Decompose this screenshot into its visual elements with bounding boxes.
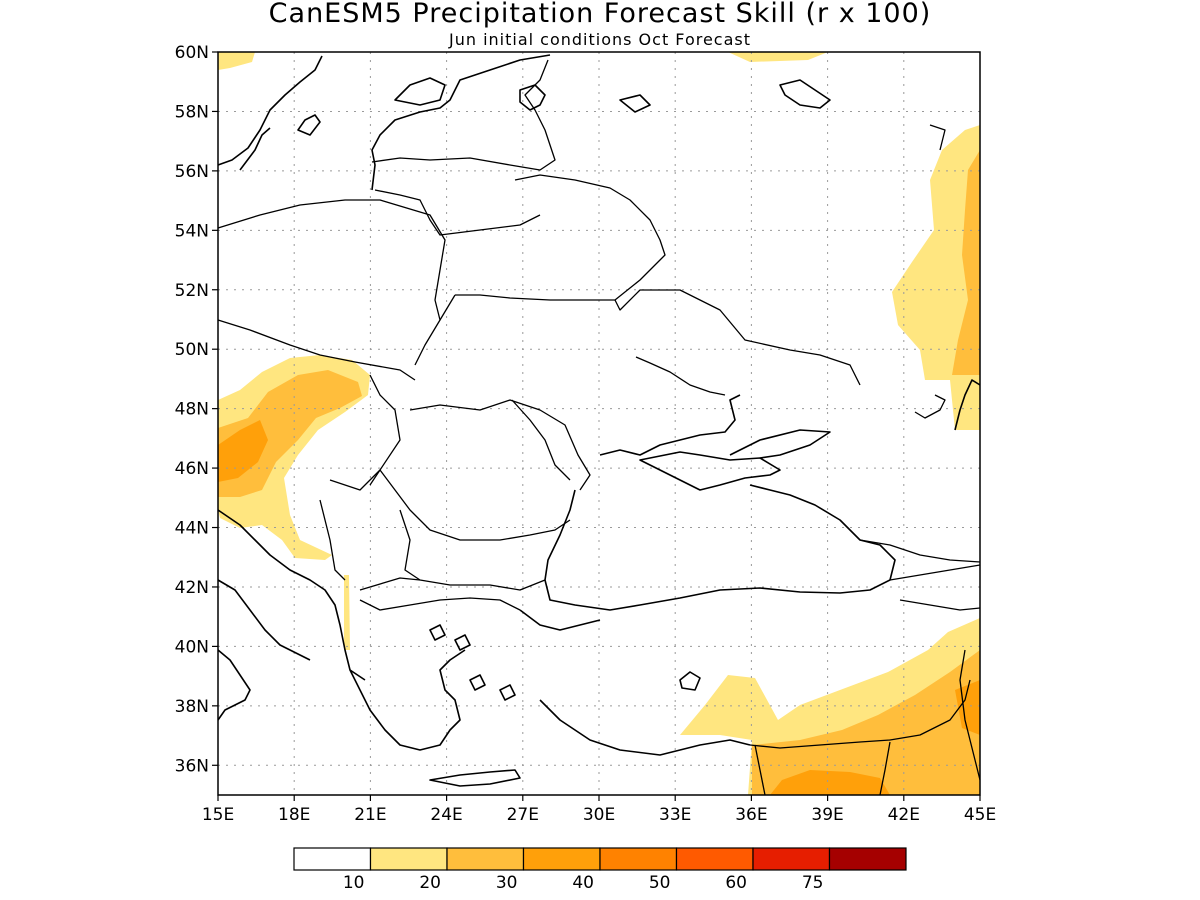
lat-tick-label: 44N [175, 519, 209, 539]
colorbar-label: 40 [572, 873, 594, 893]
colorbar-box [369, 847, 448, 871]
lat-tick-label: 42N [175, 578, 209, 598]
shade-alps-30 [218, 420, 268, 482]
latitude-axis: 36N 38N 40N 42N 44N 46N 48N 50N 52N 54N 56N 58N 60N [175, 43, 218, 776]
lon-tick-label: 39E [811, 805, 843, 825]
lat-tick-label: 50N [175, 340, 209, 360]
skill-shading [218, 52, 980, 795]
colorbar-box [522, 847, 601, 871]
lat-tick-label: 40N [175, 637, 209, 657]
lon-tick-label: 33E [659, 805, 691, 825]
shade-se-30 [770, 770, 890, 795]
lon-tick-label: 21E [354, 805, 386, 825]
lat-tick-label: 36N [175, 756, 209, 776]
colorbar-label: 50 [649, 873, 671, 893]
colorbar-box [293, 847, 372, 871]
lon-tick-label: 30E [583, 805, 615, 825]
colorbar-box [828, 847, 907, 871]
shade-top-center-10 [728, 52, 828, 62]
lon-tick-label: 15E [202, 805, 234, 825]
colorbar-label: 60 [725, 873, 747, 893]
lon-tick-label: 24E [430, 805, 462, 825]
colorbar-box [599, 847, 678, 871]
lon-tick-label: 36E [735, 805, 767, 825]
longitude-axis: 15E 18E 21E 24E 27E 30E 33E 36E 39E 42E 45E [202, 795, 996, 825]
map-title: CanESM5 Precipitation Forecast Skill (r … [269, 0, 932, 29]
shade-east-20 [952, 150, 980, 375]
shade-se-20 [752, 650, 980, 795]
lat-tick-label: 56N [175, 162, 209, 182]
lon-tick-label: 18E [278, 805, 310, 825]
lon-tick-label: 45E [964, 805, 996, 825]
colorbar-label: 10 [343, 873, 365, 893]
lat-tick-label: 46N [175, 459, 209, 479]
colorbar-label: 20 [419, 873, 441, 893]
lat-tick-label: 54N [175, 221, 209, 241]
colorbar-label: 75 [802, 873, 824, 893]
lon-tick-label: 42E [888, 805, 920, 825]
lat-tick-label: 58N [175, 102, 209, 122]
shade-balkan-strip-10 [344, 575, 350, 650]
coastlines-borders [217, 54, 981, 796]
lat-tick-label: 38N [175, 697, 209, 717]
colorbar-box [675, 847, 754, 871]
shade-nw-top-10 [218, 52, 255, 70]
lat-tick-label: 52N [175, 281, 209, 301]
shade-alps-20 [218, 370, 362, 497]
map-subtitle: Jun initial conditions Oct Forecast [448, 30, 751, 49]
colorbar: 10 20 30 40 50 60 75 [293, 847, 907, 893]
colorbar-box [446, 847, 525, 871]
colorbar-box [752, 847, 831, 871]
lon-tick-label: 27E [507, 805, 539, 825]
colorbar-label: 30 [496, 873, 518, 893]
lat-tick-label: 60N [175, 43, 209, 63]
lat-tick-label: 48N [175, 400, 209, 420]
